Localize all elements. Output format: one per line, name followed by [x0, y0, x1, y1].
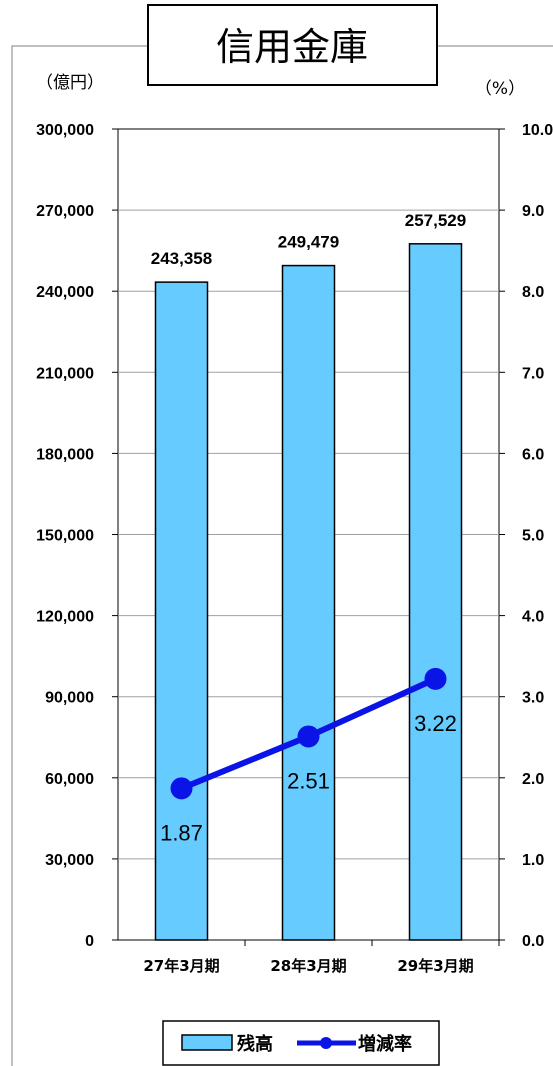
legend: 残高 増減率 — [162, 1020, 440, 1066]
right-axis-ticks: 10.0 9.0 8.0 7.0 6.0 5.0 4.0 3.0 2.0 1.0 0.0 — [499, 122, 553, 950]
bar — [408, 243, 463, 941]
right-tick-label: 2.0 — [522, 771, 544, 788]
right-tick-label: 1.0 — [522, 852, 544, 869]
left-axis-unit: （億円） — [36, 73, 104, 93]
right-tick-label: 4.0 — [522, 609, 544, 626]
category-label: 27年3月期 — [143, 957, 219, 975]
right-tick-label: 9.0 — [522, 203, 544, 220]
line-series — [170, 667, 447, 800]
left-tick-label: 240,000 — [36, 284, 94, 301]
bar-value-label: 243,358 — [151, 249, 212, 268]
category-label: 29年3月期 — [397, 957, 473, 975]
bar — [281, 264, 336, 941]
left-tick-label: 60,000 — [45, 771, 94, 788]
bar-value-label: 257,529 — [405, 211, 466, 230]
legend-bar-label: 残高 — [237, 1033, 273, 1055]
right-tick-label: 10.0 — [522, 122, 553, 139]
right-tick-label: 3.0 — [522, 690, 544, 707]
left-tick-label: 180,000 — [36, 446, 94, 463]
left-tick-label: 0 — [85, 933, 94, 950]
bar-series — [154, 243, 463, 941]
line-point — [424, 667, 447, 690]
line-value-label: 2.51 — [287, 768, 330, 793]
legend-line-marker — [320, 1037, 332, 1049]
left-tick-label: 210,000 — [36, 365, 94, 382]
bar-value-label: 249,479 — [278, 233, 339, 252]
legend-line-label: 増減率 — [358, 1033, 412, 1055]
left-tick-label: 120,000 — [36, 609, 94, 626]
line-point — [170, 777, 193, 800]
left-axis-ticks: 300,000 270,000 240,000 210,000 180,000 150,0… — [36, 122, 118, 950]
left-tick-label: 30,000 — [45, 852, 94, 869]
line-point — [297, 725, 320, 748]
left-tick-label: 90,000 — [45, 690, 94, 707]
bar-data-labels: 243,358 249,479 257,529 — [151, 211, 466, 268]
chart-title: 信用金庫 — [216, 25, 368, 69]
line-value-label: 1.87 — [160, 820, 203, 845]
line-value-label: 3.22 — [414, 711, 457, 736]
category-label: 28年3月期 — [270, 957, 346, 975]
right-tick-label: 7.0 — [522, 365, 544, 382]
title-box — [147, 4, 438, 86]
bar — [154, 281, 209, 941]
left-tick-label: 150,000 — [36, 528, 94, 545]
left-tick-label: 300,000 — [36, 122, 94, 139]
right-tick-label: 5.0 — [522, 528, 544, 545]
line-data-labels: 1.87 2.51 3.22 — [160, 711, 457, 845]
legend-bar-swatch — [181, 1034, 233, 1051]
right-axis-unit: （%） — [475, 79, 525, 99]
right-tick-label: 0.0 — [522, 933, 544, 950]
right-tick-label: 8.0 — [522, 284, 544, 301]
left-tick-label: 270,000 — [36, 203, 94, 220]
category-labels: 27年3月期 28年3月期 29年3月期 — [143, 940, 500, 975]
right-tick-label: 6.0 — [522, 446, 544, 463]
